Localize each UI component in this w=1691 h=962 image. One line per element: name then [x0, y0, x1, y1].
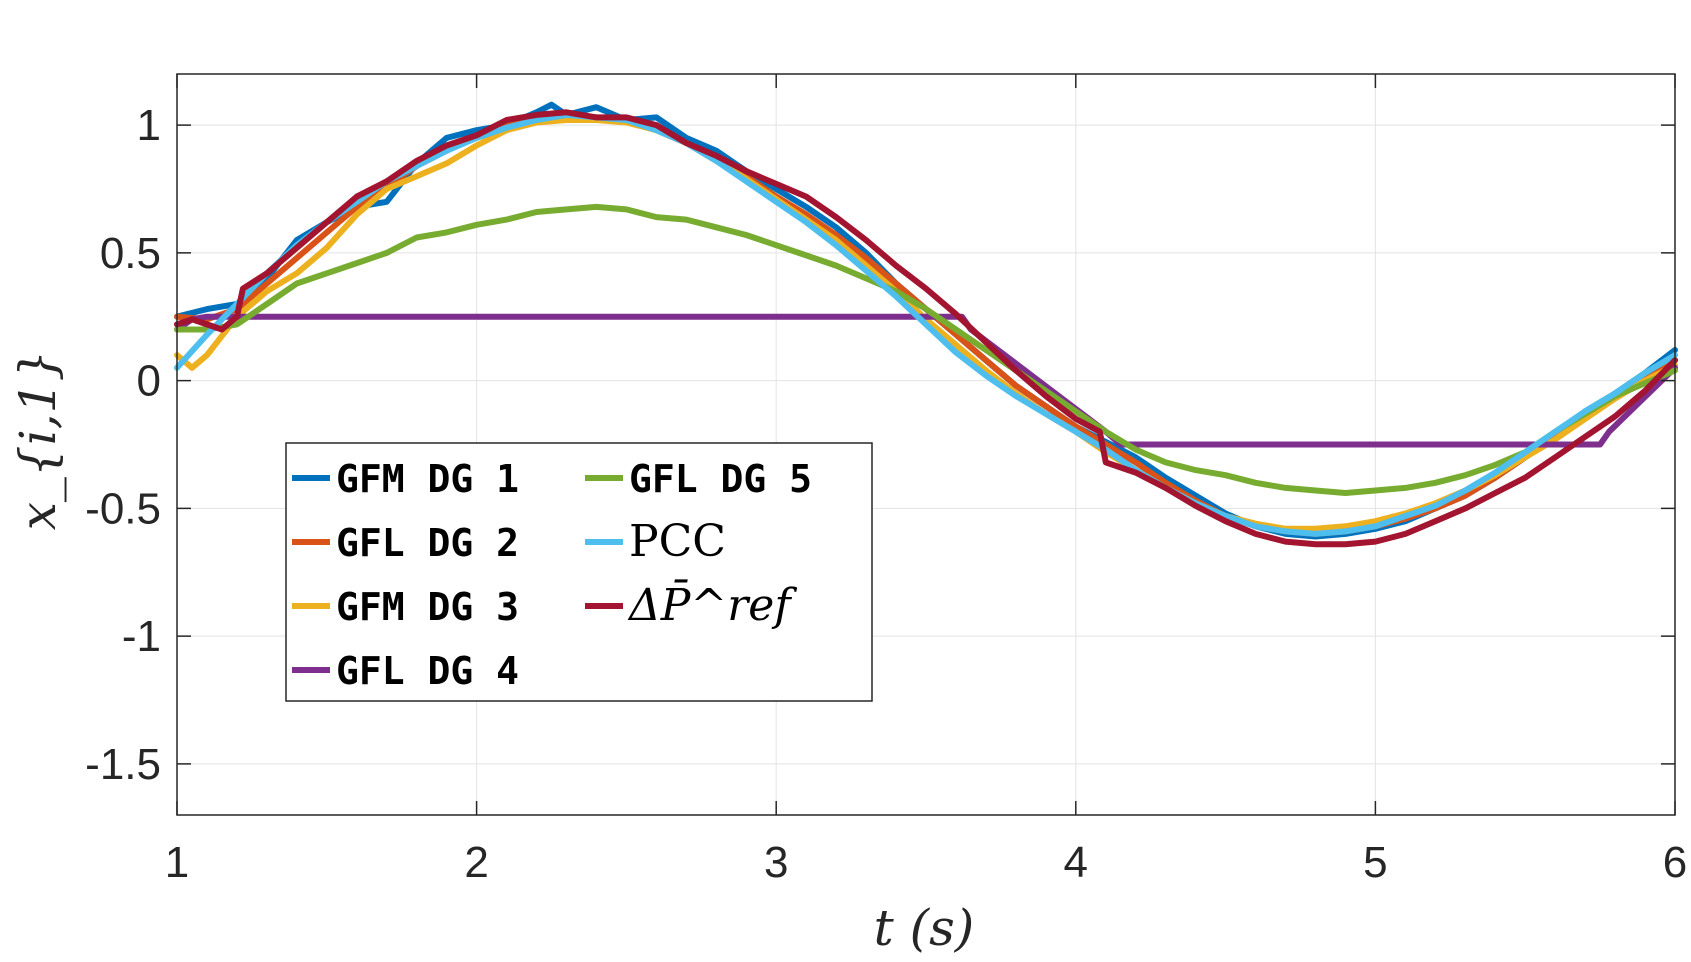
legend-box	[285, 442, 873, 702]
y-tick-label: 1	[137, 101, 161, 150]
y-tick-label: 0	[137, 357, 161, 406]
series-line-6	[174, 111, 1678, 537]
series-line-4	[174, 313, 1678, 448]
x-tick-label: 2	[464, 838, 488, 887]
series-line-5	[174, 203, 1678, 496]
y-tick-label: -0.5	[85, 484, 161, 533]
legend: GFM DG 1 GFL DG 2 GFM DG 3 GFL DG 4 GFL DG 5…	[285, 442, 873, 702]
x-tick-label: 1	[165, 838, 189, 887]
x-axis-label: t (s)	[874, 899, 975, 957]
x-tick-label: 4	[1064, 838, 1088, 887]
legend-label: GFL DG 4	[336, 649, 519, 693]
legend-label: GFL DG 2	[336, 521, 519, 565]
legend-label: GFM DG 1	[336, 457, 519, 501]
legend-label: GFM DG 3	[336, 585, 519, 629]
y-tick-label: -1	[122, 612, 161, 661]
x-tick-label: 3	[764, 838, 788, 887]
legend-label: ΔP̄^ref	[627, 578, 797, 631]
series-line-7	[174, 109, 1678, 548]
y-axis-label: x_{i,1}	[9, 350, 67, 531]
y-tick-label: -1.5	[85, 740, 161, 789]
x-tick-label: 5	[1363, 838, 1387, 887]
legend-label: GFL DG 5	[629, 457, 812, 501]
series-lines	[174, 101, 1678, 548]
axis-ticks: 1 2 3 4 5 6 1 0.5 0 -0.5 -1 -1.5	[85, 74, 1687, 887]
x-tick-label: 6	[1663, 838, 1687, 887]
y-tick-label: 0.5	[100, 229, 161, 278]
legend-label: PCC	[629, 516, 726, 567]
plot-frame	[176, 73, 1676, 816]
